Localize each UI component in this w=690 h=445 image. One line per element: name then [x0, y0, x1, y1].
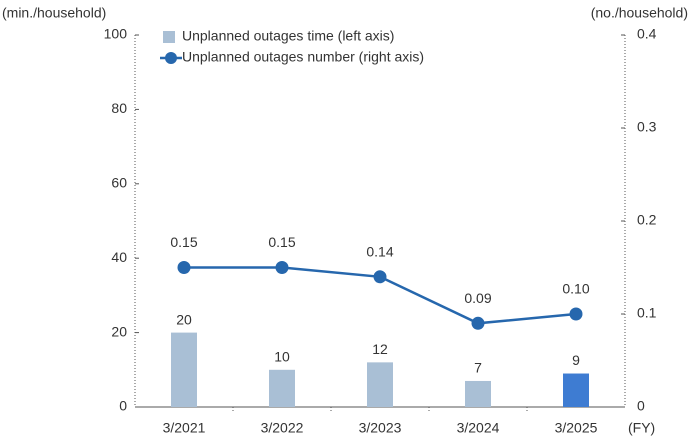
- bar: [563, 373, 589, 407]
- y2-tick-label: 0.1: [637, 305, 657, 321]
- line-value-label: 0.15: [268, 234, 295, 250]
- line-marker: [471, 316, 485, 330]
- line-value-label: 0.10: [562, 281, 589, 297]
- x-tick-label: 3/2025: [555, 420, 598, 436]
- bar-value-label: 10: [274, 349, 290, 365]
- bar-value-label: 9: [572, 352, 580, 368]
- bar-value-label: 12: [372, 341, 388, 357]
- x-tick-label: 3/2022: [261, 420, 304, 436]
- legend-label: Unplanned outages number (right axis): [182, 49, 424, 65]
- line-value-label: 0.09: [464, 290, 491, 306]
- y2-tick-label: 0.4: [637, 26, 657, 42]
- x-tick-label: 3/2021: [163, 420, 206, 436]
- y-tick-label: 20: [111, 323, 127, 339]
- bar-value-label: 7: [474, 360, 482, 376]
- line-marker: [177, 261, 191, 274]
- y2-axis-label: (no./household): [591, 5, 688, 21]
- line-marker: [275, 261, 289, 274]
- x-tick-label: 3/2023: [359, 420, 402, 436]
- bar: [171, 332, 197, 407]
- bar: [465, 380, 491, 407]
- legend-marker: [165, 52, 177, 64]
- line-value-label: 0.15: [170, 234, 197, 250]
- bar: [367, 362, 393, 407]
- x-tick-label: 3/2024: [457, 420, 500, 436]
- legend-swatch: [163, 31, 175, 43]
- bar-value-label: 20: [176, 311, 192, 327]
- x-axis-label: (FY): [628, 420, 655, 436]
- line-marker: [569, 307, 583, 321]
- line-marker: [373, 270, 387, 284]
- y2-tick-label: 0: [637, 398, 645, 414]
- y-tick-label: 80: [111, 100, 127, 116]
- line-value-label: 0.14: [366, 244, 393, 260]
- y-tick-label: 100: [104, 26, 128, 42]
- y-tick-label: 0: [119, 398, 127, 414]
- y2-tick-label: 0.2: [637, 212, 657, 228]
- y-tick-label: 40: [111, 249, 127, 265]
- bar: [269, 369, 295, 407]
- y-axis-label: (min./household): [2, 5, 106, 21]
- y-tick-label: 60: [111, 175, 127, 191]
- y2-tick-label: 0.3: [637, 119, 657, 135]
- legend-label: Unplanned outages time (left axis): [182, 28, 394, 44]
